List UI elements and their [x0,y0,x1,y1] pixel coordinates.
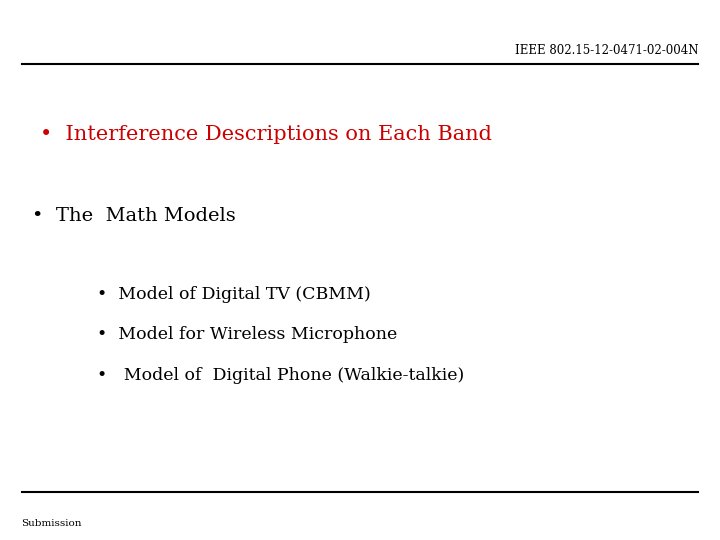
Text: •  The  Math Models: • The Math Models [32,207,236,225]
Text: •   Model of  Digital Phone (Walkie-talkie): • Model of Digital Phone (Walkie-talkie) [97,367,464,384]
Text: IEEE 802.15-12-0471-02-004N: IEEE 802.15-12-0471-02-004N [515,44,698,57]
Text: •  Interference Descriptions on Each Band: • Interference Descriptions on Each Band [40,125,492,145]
Text: Submission: Submission [22,518,82,528]
Text: •  Model of Digital TV (CBMM): • Model of Digital TV (CBMM) [97,286,371,303]
Text: •  Model for Wireless Microphone: • Model for Wireless Microphone [97,326,397,343]
